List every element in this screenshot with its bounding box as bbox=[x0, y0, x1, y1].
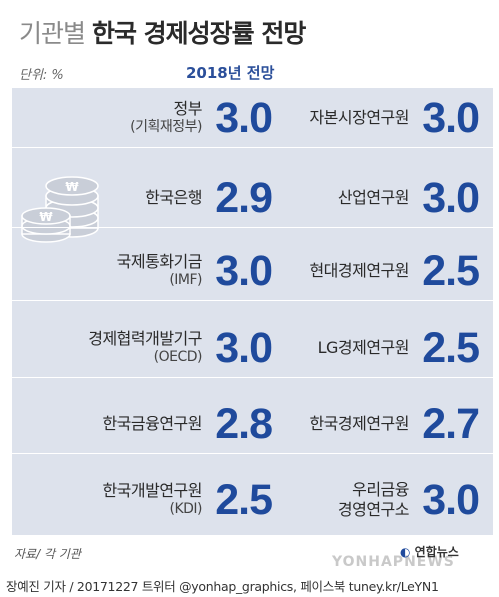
forecast-cell: 산업연구원 3.0 bbox=[274, 168, 493, 228]
institution-label: 현대경제연구원 bbox=[309, 261, 409, 280]
institution-name: 한국금융연구원 bbox=[102, 394, 202, 454]
year-label: 2018년 전망 bbox=[186, 64, 275, 82]
won-coins-icon: ₩ ₩ bbox=[21, 176, 99, 243]
growth-value: 3.0 bbox=[422, 94, 480, 142]
title-light: 기관별 bbox=[19, 19, 86, 48]
forecast-cell: 자본시장연구원 3.0 bbox=[274, 88, 493, 148]
forecast-panel bbox=[12, 88, 493, 535]
institution-label: 한국경제연구원 bbox=[309, 414, 409, 433]
institution-sublabel: (IMF) bbox=[169, 272, 202, 289]
institution-name: 산업연구원 bbox=[337, 168, 410, 228]
institution-label: 정부 bbox=[173, 99, 203, 119]
institution-name: 자본시장연구원 bbox=[309, 88, 409, 148]
forecast-cell: 우리금융 경영연구소 3.0 bbox=[274, 470, 493, 530]
institution-label: 한국은행 bbox=[145, 188, 202, 207]
forecast-cell: 한국개발연구원 (KDI) 2.5 bbox=[12, 470, 273, 530]
institution-sublabel: (OECD) bbox=[153, 349, 203, 366]
forecast-cell: 한국경제연구원 2.7 bbox=[274, 394, 493, 454]
forecast-row: 한국은행 2.9 산업연구원 3.0 bbox=[12, 168, 493, 228]
institution-sublabel: (기획재정부) bbox=[130, 119, 202, 136]
forecast-row: 국제통화기금 (IMF) 3.0 현대경제연구원 2.5 bbox=[12, 241, 493, 301]
source-note: 자료/ 각 기관 bbox=[14, 547, 81, 561]
title-bold: 한국 경제성장률 전망 bbox=[91, 19, 306, 48]
institution-sublabel: (KDI) bbox=[169, 501, 202, 518]
forecast-cell: 한국은행 2.9 bbox=[12, 168, 273, 228]
institution-label: 한국개발연구원 bbox=[102, 481, 202, 501]
institution-name: 현대경제연구원 bbox=[309, 241, 409, 301]
institution-name: 경제협력개발기구 (OECD) bbox=[88, 318, 202, 378]
growth-value: 3.0 bbox=[422, 174, 480, 222]
institution-label: 한국금융연구원 bbox=[102, 414, 202, 433]
growth-value: 2.9 bbox=[215, 174, 273, 222]
growth-value: 3.0 bbox=[215, 324, 273, 372]
brand-logo: ◐ 연합뉴스 bbox=[400, 543, 459, 560]
growth-value: 2.7 bbox=[422, 400, 480, 448]
growth-value: 3.0 bbox=[422, 476, 480, 524]
forecast-row: 정부 (기획재정부) 3.0 자본시장연구원 3.0 bbox=[12, 88, 493, 148]
institution-label: 산업연구원 bbox=[337, 188, 410, 207]
growth-value: 3.0 bbox=[215, 94, 273, 142]
growth-value: 2.5 bbox=[422, 247, 480, 295]
growth-value: 3.0 bbox=[215, 247, 273, 295]
yonhap-logo-icon: ◐ bbox=[400, 545, 411, 559]
svg-text:₩: ₩ bbox=[39, 210, 53, 224]
institution-name: 우리금융 경영연구소 bbox=[337, 470, 410, 530]
forecast-cell: 정부 (기획재정부) 3.0 bbox=[12, 88, 273, 148]
institution-label: LG경제연구원 bbox=[317, 338, 410, 357]
page-title: 기관별 한국 경제성장률 전망 bbox=[19, 14, 306, 50]
institution-sublabel: 경영연구소 bbox=[337, 500, 410, 519]
forecast-cell: 한국금융연구원 2.8 bbox=[12, 394, 273, 454]
forecast-row: 한국개발연구원 (KDI) 2.5 우리금융 경영연구소 3.0 bbox=[12, 470, 493, 530]
institution-name: 한국은행 bbox=[145, 168, 202, 228]
credit-line: 장예진 기자 / 20171227 트위터 @yonhap_graphics, … bbox=[6, 579, 439, 594]
institution-name: 정부 (기획재정부) bbox=[130, 88, 202, 148]
institution-label: 국제통화기금 bbox=[116, 252, 203, 272]
forecast-row: 경제협력개발기구 (OECD) 3.0 LG경제연구원 2.5 bbox=[12, 318, 493, 378]
institution-label: 경제협력개발기구 bbox=[88, 329, 202, 349]
watermark: YONHAPNEWS bbox=[332, 554, 455, 570]
unit-label: 단위: % bbox=[19, 68, 64, 83]
forecast-row: 한국금융연구원 2.8 한국경제연구원 2.7 bbox=[12, 394, 493, 454]
brand-name: 연합뉴스 bbox=[414, 545, 459, 559]
forecast-cell: 현대경제연구원 2.5 bbox=[274, 241, 493, 301]
forecast-cell: 국제통화기금 (IMF) 3.0 bbox=[12, 241, 273, 301]
growth-value: 2.8 bbox=[215, 400, 273, 448]
institution-label: 우리금융 bbox=[352, 480, 409, 499]
growth-value: 2.5 bbox=[215, 476, 273, 524]
forecast-cell: 경제협력개발기구 (OECD) 3.0 bbox=[12, 318, 273, 378]
institution-name: 한국개발연구원 (KDI) bbox=[102, 470, 202, 530]
forecast-cell: LG경제연구원 2.5 bbox=[274, 318, 493, 378]
institution-name: LG경제연구원 bbox=[317, 318, 410, 378]
svg-text:₩: ₩ bbox=[65, 180, 79, 194]
institution-name: 국제통화기금 (IMF) bbox=[116, 241, 203, 301]
institution-name: 한국경제연구원 bbox=[309, 394, 409, 454]
growth-value: 2.5 bbox=[422, 324, 480, 372]
institution-label: 자본시장연구원 bbox=[309, 108, 409, 127]
